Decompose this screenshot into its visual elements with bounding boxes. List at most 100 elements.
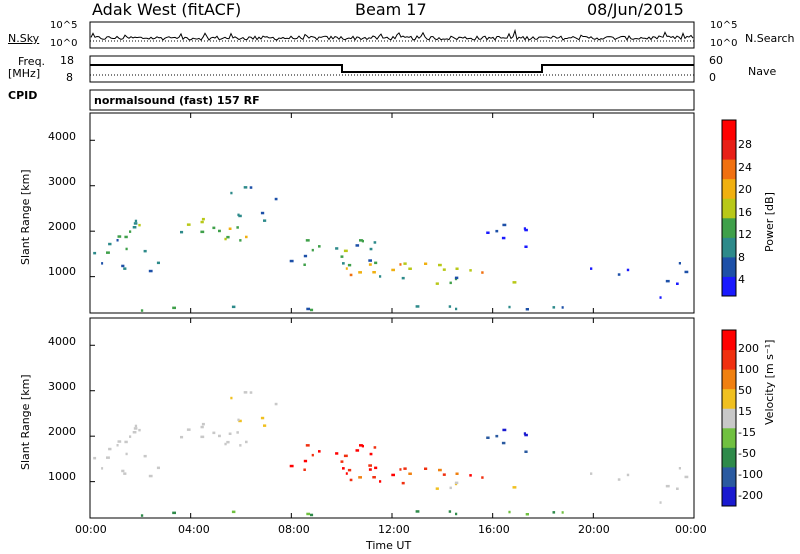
velocity-echo-77 bbox=[408, 472, 412, 475]
velocity-echo-16 bbox=[125, 452, 128, 456]
power-echo-1 bbox=[561, 306, 564, 309]
power-cb-28: 28 bbox=[738, 138, 752, 151]
velocity-echo-5 bbox=[552, 511, 556, 514]
power-echo-82 bbox=[368, 263, 372, 266]
power-echo-44 bbox=[238, 214, 242, 218]
power-echo-63 bbox=[361, 239, 364, 243]
power-echo-71 bbox=[469, 269, 472, 272]
xtick-1600: 16:00 bbox=[478, 523, 510, 536]
power-echo-81 bbox=[424, 262, 428, 265]
velocity-echo-12 bbox=[106, 456, 110, 459]
freq-label: Freq. bbox=[18, 55, 46, 68]
power-echo-52 bbox=[303, 263, 306, 266]
velocity-echo-11 bbox=[448, 510, 452, 513]
velocity-echo-7 bbox=[231, 510, 236, 514]
velocity-echo-22 bbox=[156, 466, 160, 470]
power-echo-53 bbox=[368, 259, 372, 262]
velocity-echo-50 bbox=[237, 418, 240, 422]
velocity-echo-103 bbox=[676, 487, 679, 490]
power-ylabel: Slant Range [km] bbox=[19, 169, 32, 265]
velocity-echo-30 bbox=[180, 435, 184, 439]
power-echo-23 bbox=[148, 269, 153, 273]
nsky-trace bbox=[90, 28, 694, 41]
freq-tick-low: 8 bbox=[66, 71, 73, 84]
velocity-echo-43 bbox=[243, 391, 248, 394]
velocity-echo-37 bbox=[228, 432, 232, 435]
velocity-echo-55 bbox=[359, 444, 363, 447]
velocity-echo-1 bbox=[561, 511, 564, 514]
power-colorbar-seg-4 bbox=[722, 198, 736, 219]
power-echo-59 bbox=[373, 241, 377, 244]
power-colorbar-seg-8 bbox=[722, 120, 736, 141]
power-echo-29 bbox=[200, 220, 204, 224]
power-echo-18 bbox=[116, 239, 119, 242]
velocity-echo-88 bbox=[454, 481, 459, 485]
power-echo-64 bbox=[340, 255, 344, 258]
power-echo-84 bbox=[399, 263, 402, 266]
velocity-echo-18 bbox=[116, 444, 119, 447]
velocity-echo-71 bbox=[469, 474, 472, 477]
xlabel: Time UT bbox=[366, 539, 412, 552]
power-echo-19 bbox=[108, 242, 112, 246]
power-echo-15 bbox=[93, 251, 97, 255]
velocity-echo-3 bbox=[310, 513, 314, 517]
power-echo-58 bbox=[374, 261, 378, 265]
velocity-ytick-3000: 3000 bbox=[48, 380, 76, 393]
velocity-echo-57 bbox=[311, 453, 314, 457]
velocity-echo-46 bbox=[263, 424, 267, 427]
velocity-echo-91 bbox=[501, 441, 506, 445]
velocity-echo-25 bbox=[133, 427, 138, 430]
velocity-echo-66 bbox=[335, 452, 339, 455]
velocity-echo-73 bbox=[455, 472, 459, 475]
power-echo-100 bbox=[684, 270, 689, 274]
velocity-echo-38 bbox=[224, 442, 227, 446]
power-echo-49 bbox=[274, 197, 278, 201]
velocity-echo-45 bbox=[260, 416, 265, 420]
velocity-echo-8 bbox=[415, 510, 420, 513]
power-colorbar-seg-1 bbox=[722, 256, 736, 277]
power-echo-31 bbox=[138, 223, 141, 227]
velocity-echo-35 bbox=[236, 431, 239, 434]
power-echo-103 bbox=[676, 282, 679, 285]
power-echo-92 bbox=[524, 228, 528, 232]
velocity-colorbar-frame bbox=[721, 329, 737, 507]
velocity-echo-80 bbox=[438, 468, 442, 472]
cpid-panel-frame bbox=[89, 89, 695, 111]
velocity-echo-21 bbox=[123, 472, 127, 475]
velocity-ytick-4000: 4000 bbox=[48, 335, 76, 348]
power-echo-7 bbox=[231, 305, 236, 309]
power-echo-41 bbox=[226, 235, 230, 239]
power-echo-91 bbox=[501, 236, 506, 240]
power-cb-20: 20 bbox=[738, 183, 752, 196]
power-echo-101 bbox=[617, 273, 621, 276]
power-echo-22 bbox=[156, 261, 160, 265]
velocity-echo-74 bbox=[481, 476, 484, 479]
power-echo-24 bbox=[101, 262, 104, 265]
power-echo-16 bbox=[125, 247, 128, 251]
velocity-echo-94 bbox=[524, 450, 528, 453]
power-echo-96 bbox=[502, 223, 507, 227]
vel-cb-15: 15 bbox=[738, 405, 752, 418]
velocity-echo-101 bbox=[617, 478, 621, 481]
power-echo-33 bbox=[201, 217, 205, 221]
velocity-echo-13 bbox=[117, 440, 122, 443]
power-echo-45 bbox=[260, 211, 265, 215]
velocity-echo-32 bbox=[129, 435, 132, 438]
power-echo-85 bbox=[401, 276, 405, 280]
velocity-echo-2 bbox=[455, 512, 458, 516]
velocity-echo-102 bbox=[590, 472, 593, 475]
power-cb-4: 4 bbox=[738, 273, 745, 286]
velocity-echo-99 bbox=[678, 467, 681, 470]
power-echo-97 bbox=[495, 229, 499, 233]
power-cb-8: 8 bbox=[738, 251, 745, 264]
velocity-ylabel: Slant Range [km] bbox=[19, 374, 32, 470]
velocity-echo-76 bbox=[391, 473, 395, 477]
power-echo-86 bbox=[435, 282, 439, 285]
velocity-echo-85 bbox=[401, 481, 405, 485]
velocity-echo-64 bbox=[340, 460, 344, 463]
velocity-echo-49 bbox=[274, 402, 278, 406]
velocity-echo-63 bbox=[361, 444, 364, 448]
power-colorbar-seg-6 bbox=[722, 159, 736, 180]
power-echo-2 bbox=[455, 307, 458, 311]
power-echo-10 bbox=[525, 308, 529, 311]
